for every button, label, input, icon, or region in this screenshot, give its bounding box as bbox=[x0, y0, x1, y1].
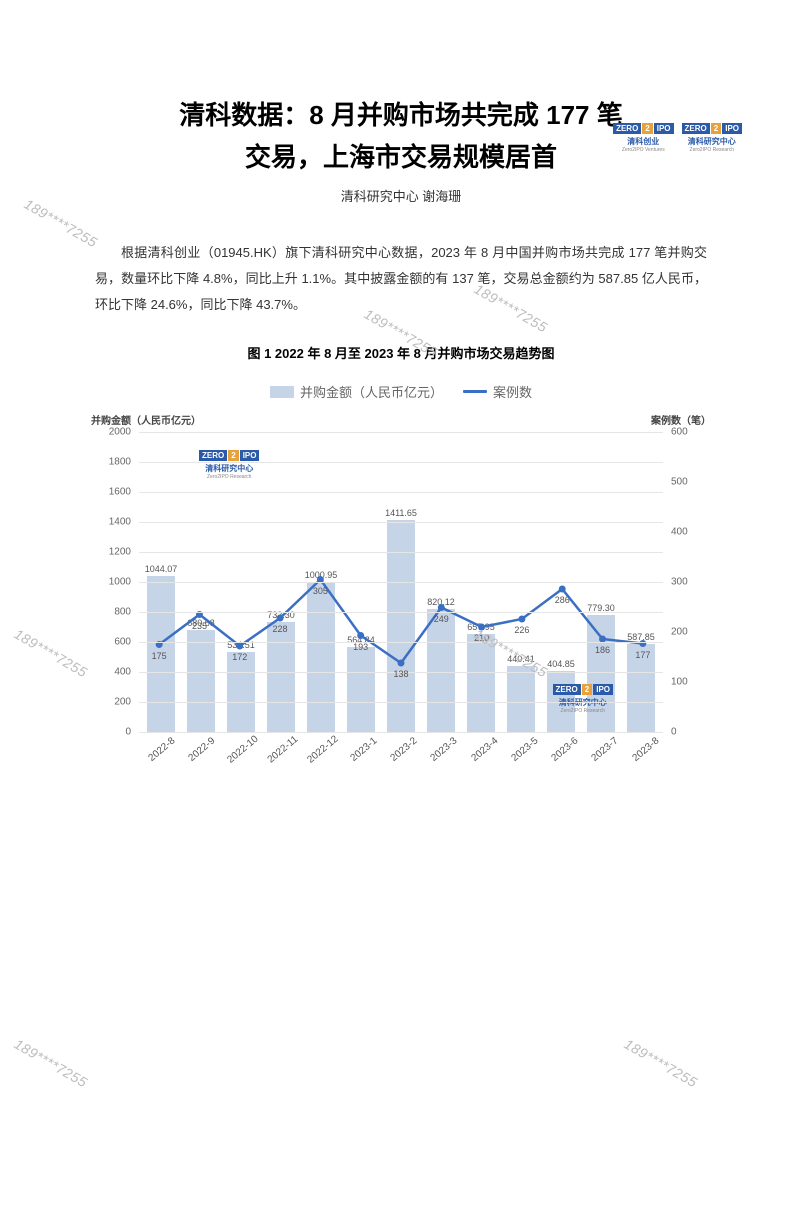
line-value-label: 235 bbox=[192, 621, 207, 631]
bar bbox=[307, 582, 335, 732]
legend-line-swatch bbox=[463, 390, 487, 393]
body-paragraph: 根据清科创业（01945.HK）旗下清科研究中心数据，2023 年 8 月中国并… bbox=[95, 240, 707, 318]
x-tick: 2023-6 bbox=[546, 733, 584, 767]
y-right-label: 案例数（笔） bbox=[651, 412, 711, 427]
bar bbox=[347, 647, 375, 732]
header-logos: ZERO 2 IPO 清科创业 Zero2IPO Ventures ZERO 2… bbox=[613, 123, 742, 153]
line-value-label: 138 bbox=[393, 669, 408, 679]
bar-value-label: 1000.95 bbox=[305, 570, 338, 580]
x-tick: 2023-8 bbox=[627, 733, 665, 767]
x-tick: 2022-8 bbox=[143, 733, 181, 767]
legend-line: 案例数 bbox=[463, 382, 532, 401]
watermark: 189****7255 bbox=[11, 1036, 90, 1091]
logo2-en: Zero2IPO Research bbox=[690, 147, 734, 153]
logo-badge-r: IPO bbox=[654, 123, 674, 134]
logo1-cn: 清科创业 bbox=[627, 136, 659, 147]
line-value-label: 172 bbox=[232, 652, 247, 662]
line-value-label: 210 bbox=[474, 633, 489, 643]
logo-badge-r2: IPO bbox=[722, 123, 742, 134]
chart-watermark-1: ZERO 2 IPO 清科研究中心 Zero2IPO Research bbox=[199, 450, 259, 480]
logo-badge-l: ZERO bbox=[613, 123, 641, 134]
watermark: 189****7255 bbox=[11, 626, 90, 681]
bar-value-label: 1044.07 bbox=[145, 564, 178, 574]
x-tick: 2023-3 bbox=[425, 733, 463, 767]
bar-value-label: 820.12 bbox=[427, 597, 455, 607]
x-ticks: 2022-82022-92022-102022-112022-122023-12… bbox=[139, 737, 663, 748]
bar-value-label: 404.85 bbox=[547, 659, 575, 669]
bar-slot: 587.85 bbox=[621, 632, 661, 732]
line-value-label: 193 bbox=[353, 642, 368, 652]
author: 清科研究中心 谢海珊 bbox=[0, 186, 802, 205]
chart-title: 图 1 2022 年 8 月至 2023 年 8 月并购市场交易趋势图 bbox=[0, 343, 802, 362]
legend-bar-swatch bbox=[270, 386, 294, 398]
bar-value-label: 440.41 bbox=[507, 654, 535, 664]
line-value-label: 228 bbox=[273, 624, 288, 634]
y-left-label: 并购金额（人民币亿元） bbox=[91, 412, 201, 427]
y-ticks-right: 0100200300400500600 bbox=[667, 432, 711, 732]
line-value-label: 305 bbox=[313, 586, 328, 596]
line-value-label: 177 bbox=[635, 650, 650, 660]
bar bbox=[427, 609, 455, 732]
legend-bar-label: 并购金额（人民币亿元） bbox=[300, 382, 443, 401]
line-value-label: 186 bbox=[595, 645, 610, 655]
x-tick: 2023-1 bbox=[345, 733, 383, 767]
title-line1: 清科数据：8 月并购市场共完成 177 笔 bbox=[179, 100, 623, 130]
x-tick: 2022-9 bbox=[183, 733, 221, 767]
legend-bar: 并购金额（人民币亿元） bbox=[270, 382, 443, 401]
bar-slot: 440.41 bbox=[501, 654, 541, 732]
legend: 并购金额（人民币亿元） 案例数 bbox=[91, 382, 711, 401]
x-tick: 2023-5 bbox=[506, 733, 544, 767]
line-value-label: 286 bbox=[555, 595, 570, 605]
line-value-label: 226 bbox=[514, 625, 529, 635]
bar-value-label: 1411.65 bbox=[385, 508, 417, 518]
bar bbox=[507, 666, 535, 732]
bar bbox=[227, 652, 255, 732]
bar-slot: 1044.07 bbox=[141, 564, 181, 733]
x-tick: 2023-2 bbox=[385, 733, 423, 767]
logo-ventures: ZERO 2 IPO 清科创业 Zero2IPO Ventures bbox=[613, 123, 673, 153]
chart-watermark-2: ZERO 2 IPO 清科研究中心 Zero2IPO Research bbox=[553, 684, 613, 714]
line-value-label: 249 bbox=[434, 614, 449, 624]
bar-value-label: 587.85 bbox=[627, 632, 655, 642]
bar-slot: 680.68 bbox=[181, 618, 221, 732]
bar bbox=[467, 634, 495, 733]
logo-badge-m: 2 bbox=[642, 123, 652, 134]
logo-badge-m2: 2 bbox=[711, 123, 721, 134]
bar-slot: 1411.65 bbox=[381, 508, 421, 732]
x-tick: 2023-4 bbox=[465, 733, 503, 767]
chart: 并购金额（人民币亿元） 案例数 并购金额（人民币亿元） 案例数（笔） 02004… bbox=[91, 382, 711, 812]
logo1-en: Zero2IPO Ventures bbox=[622, 147, 665, 153]
logo2-cn: 清科研究中心 bbox=[688, 136, 736, 147]
x-tick: 2022-12 bbox=[304, 733, 342, 767]
bar bbox=[267, 622, 295, 732]
plot-area: 1044.07680.68534.51732.301000.95564.8414… bbox=[139, 432, 663, 732]
watermark: 189****7255 bbox=[621, 1036, 700, 1091]
x-tick: 2022-10 bbox=[224, 733, 262, 767]
legend-line-label: 案例数 bbox=[493, 382, 532, 401]
y-ticks-left: 0200400600800100012001400160018002000 bbox=[91, 432, 135, 732]
bar bbox=[187, 630, 215, 732]
logo-research: ZERO 2 IPO 清科研究中心 Zero2IPO Research bbox=[682, 123, 742, 153]
line-value-label: 175 bbox=[152, 651, 167, 661]
x-tick: 2022-11 bbox=[264, 733, 302, 767]
title-line2: 交易，上海市交易规模居首 bbox=[245, 142, 557, 172]
bar-value-label: 657.95 bbox=[467, 622, 495, 632]
x-tick: 2023-7 bbox=[586, 733, 624, 767]
bar bbox=[587, 615, 615, 732]
logo-badge-l2: ZERO bbox=[682, 123, 710, 134]
